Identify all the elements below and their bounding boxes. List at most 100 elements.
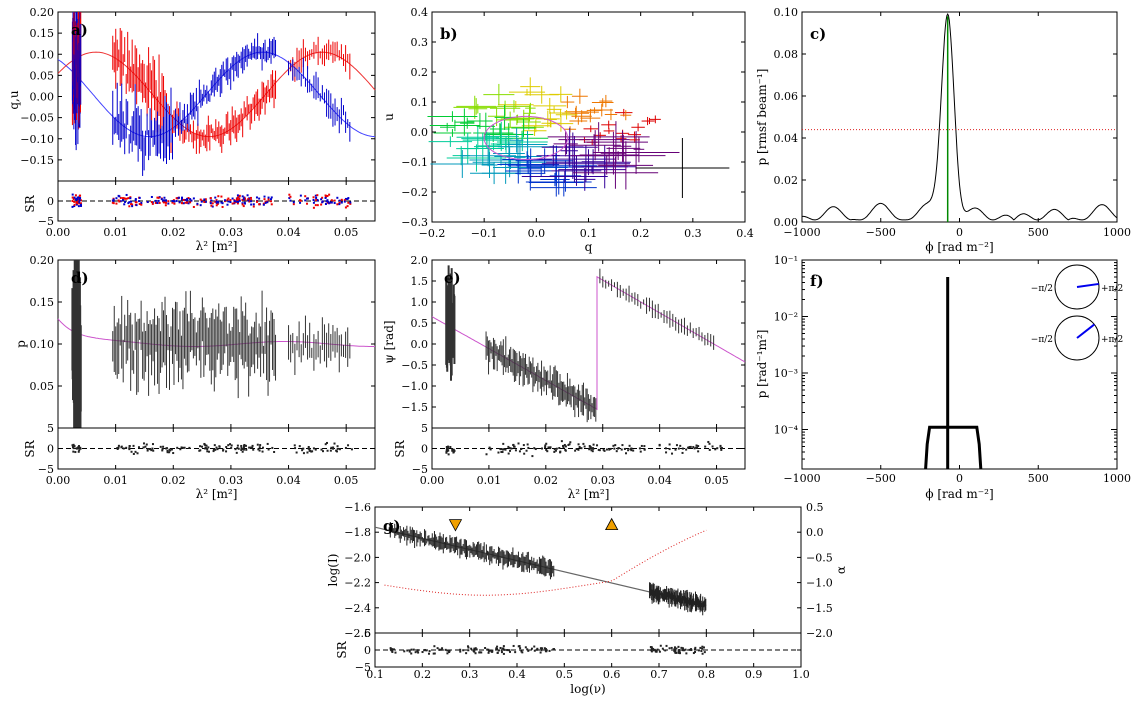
residual-point <box>447 449 450 452</box>
residual-point <box>630 449 633 452</box>
residual-point <box>675 647 678 650</box>
residual-point <box>186 199 189 202</box>
residual-point <box>664 649 667 652</box>
residual-point <box>349 201 352 204</box>
residual-point <box>694 648 697 651</box>
residual-point <box>292 201 295 204</box>
residual-point <box>76 202 79 205</box>
dial-label-right: +π/2 <box>1101 284 1123 294</box>
residual-point <box>577 448 580 451</box>
residual-point <box>321 196 324 199</box>
residual-point <box>629 448 632 451</box>
residual-point <box>675 444 678 447</box>
residual-axis-label: SR <box>393 439 407 457</box>
residual-point <box>250 199 253 202</box>
residual-point <box>445 448 448 451</box>
residual-point <box>470 647 473 650</box>
residual-point <box>186 201 189 204</box>
residual-point <box>638 447 641 450</box>
residual-point <box>214 196 217 199</box>
residual-point <box>314 448 317 451</box>
residual-point <box>673 650 676 653</box>
residual-point <box>266 442 269 445</box>
residual-point <box>161 449 164 452</box>
residual-point <box>255 200 258 203</box>
residual-point <box>514 449 517 452</box>
x-tick-label: 0.0 <box>528 227 546 240</box>
x-tick-label: 0.01 <box>103 226 128 239</box>
residual-point <box>78 449 81 452</box>
residual-point <box>203 201 206 204</box>
residual-point <box>316 199 319 202</box>
residual-point <box>246 194 249 197</box>
residual-point <box>524 646 527 649</box>
residual-point <box>75 203 78 206</box>
residual-point <box>172 200 175 203</box>
angle-dial: −π/2 +π/2 <box>1031 315 1123 361</box>
residual-point <box>221 205 224 208</box>
residual-point <box>590 447 593 450</box>
residual-point <box>677 650 680 653</box>
residual-point <box>216 202 219 205</box>
residual-point <box>165 447 168 450</box>
residual-point <box>349 202 352 205</box>
residual-point <box>650 649 653 652</box>
residual-point <box>562 444 565 447</box>
residual-point <box>502 442 505 445</box>
residual-point <box>182 198 185 201</box>
residual-point <box>269 200 272 203</box>
residual-point <box>307 447 310 450</box>
residual-point <box>466 645 469 648</box>
residual-point <box>180 198 183 201</box>
y-tick-label: −0.3 <box>401 216 428 229</box>
residual-point <box>539 647 542 650</box>
residual-point <box>700 650 703 653</box>
residual-point <box>221 202 224 205</box>
x-tick-label: 500 <box>1028 472 1049 485</box>
residual-point <box>659 644 662 647</box>
residual-point <box>590 449 593 452</box>
residual-point <box>436 647 439 650</box>
residual-point <box>406 649 409 652</box>
y-tick-label: 0.00 <box>774 216 799 229</box>
residual-point <box>632 449 635 452</box>
residual-point <box>233 201 236 204</box>
residual-point <box>541 447 544 450</box>
residual-point <box>467 649 470 652</box>
residual-point <box>518 450 521 453</box>
residual-point <box>526 443 529 446</box>
residual-point <box>77 205 80 208</box>
residual-point <box>190 199 193 202</box>
residual-point <box>446 649 449 652</box>
residual-point <box>161 447 164 450</box>
residual-point <box>444 648 447 651</box>
residual-point <box>707 440 710 443</box>
residual-point <box>487 649 490 652</box>
residual-point <box>389 648 392 651</box>
panel-label: d) <box>71 269 89 287</box>
residual-point <box>289 195 292 198</box>
residual-point <box>526 648 529 651</box>
residual-point <box>347 201 350 204</box>
residual-point <box>416 650 419 653</box>
residual-point <box>506 648 509 651</box>
residual-point <box>679 652 682 655</box>
residual-point <box>335 449 338 452</box>
residual-point <box>236 447 239 450</box>
panel-label: b) <box>440 25 458 43</box>
residual-point <box>580 447 583 450</box>
residual-point <box>652 649 655 652</box>
residual-panel-g: 5 0 −50.1 0.2 0.3 0.4 0.5 0.6 0.7 0.8 0.9 1.0 <box>355 627 810 681</box>
residual-point <box>326 195 329 198</box>
residual-point <box>480 651 483 654</box>
residual-point <box>549 447 552 450</box>
residual-point <box>474 647 477 650</box>
residual-point <box>115 202 118 205</box>
residual-point <box>472 650 475 653</box>
residual-point <box>116 447 119 450</box>
residual-point <box>299 199 302 202</box>
residual-point <box>491 649 494 652</box>
residual-point <box>304 199 307 202</box>
y-tick-label: 0.10 <box>774 6 799 19</box>
residual-point <box>222 449 225 452</box>
